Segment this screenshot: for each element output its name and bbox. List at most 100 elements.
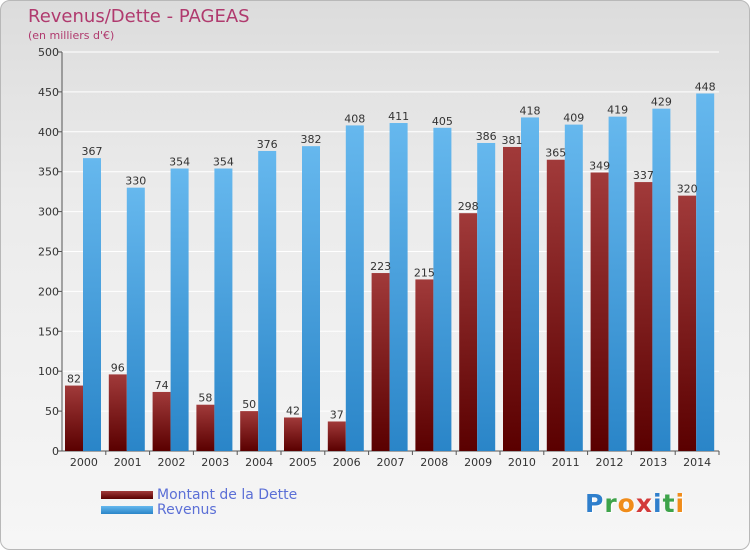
logo-letter: o — [617, 489, 636, 518]
logo-letter: P — [585, 489, 605, 518]
dette-bar — [503, 146, 521, 451]
x-tick-label: 2013 — [639, 456, 667, 469]
x-tick-label: 2012 — [596, 456, 624, 469]
legend-swatch-dette — [101, 491, 153, 499]
legend-label-dette: Montant de la Dette — [157, 487, 298, 503]
revenus-value-label: 405 — [432, 115, 453, 128]
revenus-bar — [521, 117, 539, 451]
dette-bar — [108, 374, 127, 451]
logo-letter: i — [653, 489, 663, 518]
logo-letter: t — [662, 489, 676, 518]
legend-label-revenus: Revenus — [157, 502, 217, 518]
dette-value-label: 37 — [330, 408, 344, 421]
dette-bar — [284, 417, 302, 451]
revenus-value-label: 354 — [213, 156, 234, 169]
x-tick-label: 2007 — [377, 456, 405, 469]
x-tick-label: 2006 — [333, 456, 361, 469]
x-tick-label: 2004 — [245, 456, 273, 469]
logo-letter: r — [604, 489, 618, 518]
revenus-bar — [389, 123, 408, 451]
revenus-bar — [433, 127, 452, 451]
logo-letter: x — [635, 489, 653, 518]
dette-bar — [546, 159, 565, 452]
revenus-value-label: 411 — [388, 110, 409, 123]
dette-bar — [371, 273, 390, 451]
dette-bar — [634, 182, 653, 451]
dette-value-label: 96 — [111, 361, 125, 374]
x-tick-label: 2000 — [70, 456, 98, 469]
x-tick-label: 2010 — [508, 456, 536, 469]
legend-swatch-revenus — [101, 506, 153, 514]
dette-bar — [152, 391, 171, 451]
dette-bar — [678, 195, 697, 451]
dette-bar — [196, 404, 215, 451]
revenus-bar — [477, 142, 496, 452]
bars — [65, 93, 715, 452]
revenus-value-label: 448 — [695, 80, 716, 93]
revenus-bar — [302, 146, 320, 451]
revenus-value-label: 330 — [125, 175, 146, 188]
revenus-bar — [258, 150, 277, 451]
dette-value-label: 349 — [589, 159, 610, 172]
dette-value-label: 50 — [242, 398, 256, 411]
revenus-bar — [214, 168, 233, 451]
dette-value-label: 42 — [286, 404, 300, 417]
dette-bar — [415, 279, 434, 451]
revenus-value-label: 418 — [520, 104, 541, 117]
y-tick-label: 100 — [38, 365, 59, 378]
revenus-value-label: 367 — [82, 145, 103, 158]
dette-bar — [590, 172, 609, 452]
dette-bar — [327, 421, 346, 451]
revenus-value-label: 429 — [651, 96, 672, 109]
revenus-value-label: 354 — [169, 156, 190, 169]
revenus-bar — [126, 187, 145, 451]
proxiti-logo: Proxiti — [585, 489, 685, 518]
revenus-bar — [652, 108, 671, 452]
revenus-value-label: 409 — [563, 112, 584, 125]
y-tick-label: 400 — [38, 126, 59, 139]
dette-bar — [240, 411, 259, 451]
x-tick-label: 2001 — [114, 456, 142, 469]
x-tick-label: 2011 — [552, 456, 580, 469]
revenus-bar — [170, 168, 189, 451]
data-labels: 82 367 96 330 74 354 58 354 50 376 42 382 37 408 223 41… — [67, 80, 716, 421]
logo-letter: i — [675, 489, 686, 518]
dette-value-label: 215 — [414, 266, 435, 279]
y-tick-label: 0 — [52, 445, 59, 458]
dette-value-label: 320 — [677, 183, 698, 196]
revenus-value-label: 386 — [476, 130, 497, 143]
dette-bar — [65, 385, 83, 451]
revenus-value-label: 382 — [301, 133, 322, 146]
revenus-bar — [608, 116, 627, 451]
dette-value-label: 82 — [67, 373, 81, 386]
x-tick-label: 2008 — [420, 456, 448, 469]
y-tick-label: 450 — [38, 86, 59, 99]
x-tick-label: 2002 — [158, 456, 186, 469]
revenus-value-label: 408 — [344, 112, 365, 125]
revenus-value-label: 419 — [607, 104, 628, 117]
y-tick-label: 500 — [38, 46, 59, 59]
dette-value-label: 365 — [545, 147, 566, 160]
x-tick-label: 2009 — [464, 456, 492, 469]
chart-title: Revenus/Dette - PAGEAS — [28, 6, 250, 27]
dette-value-label: 337 — [633, 169, 654, 182]
revenus-value-label: 376 — [257, 138, 278, 151]
y-tick-label: 350 — [38, 166, 59, 179]
y-tick-label: 150 — [38, 325, 59, 338]
dette-value-label: 298 — [458, 200, 479, 213]
x-tick-label: 2005 — [289, 456, 317, 469]
dette-value-label: 381 — [502, 134, 523, 147]
revenus-bar — [345, 125, 364, 451]
y-tick-label: 300 — [38, 206, 59, 219]
y-tick-label: 250 — [38, 246, 59, 259]
dette-value-label: 223 — [370, 260, 391, 273]
y-tick-label: 200 — [38, 285, 59, 298]
dette-value-label: 58 — [198, 392, 212, 405]
revenus-bar — [564, 124, 583, 452]
y-tick-label: 50 — [45, 405, 59, 418]
dette-bar — [459, 213, 478, 451]
x-tick-label: 2014 — [683, 456, 711, 469]
revenus-bar — [696, 93, 715, 451]
